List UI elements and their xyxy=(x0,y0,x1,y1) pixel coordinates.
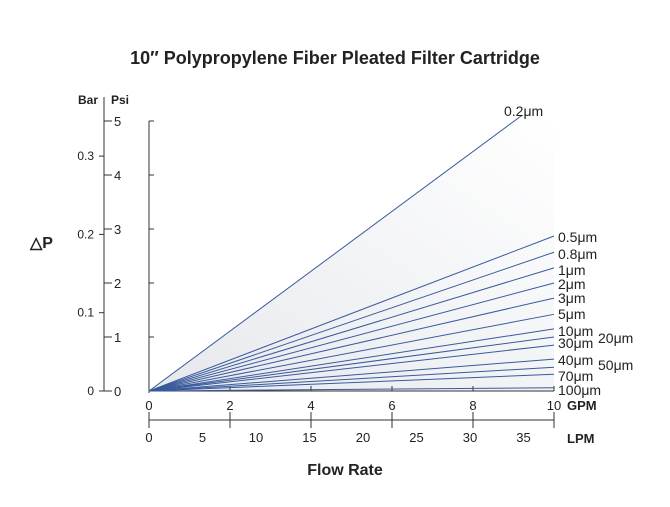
lpm-tick-label: 0 xyxy=(145,430,152,445)
series-line xyxy=(148,297,555,392)
series-line xyxy=(148,366,555,392)
series-label: 5μm xyxy=(558,306,586,322)
series-label: 20μm xyxy=(598,330,633,346)
psi-tick-label: 1 xyxy=(114,330,121,345)
lpm-tick-label: 25 xyxy=(409,430,423,445)
bar-tick-label: 0.3 xyxy=(77,149,94,163)
series-label: 10μm xyxy=(558,323,593,339)
series-label: 0.5μm xyxy=(558,229,597,245)
series-label: 30μm xyxy=(558,335,593,351)
lpm-unit-label: LPM xyxy=(567,431,594,446)
y-axis-title: △P xyxy=(29,235,53,252)
series-line xyxy=(148,373,555,392)
series-line xyxy=(148,251,555,392)
lpm-tick-label: 30 xyxy=(463,430,477,445)
bar-unit-label: Bar xyxy=(78,93,98,107)
series-line xyxy=(148,328,555,392)
gpm-tick-label: 2 xyxy=(226,398,233,413)
gpm-tick-label: 10 xyxy=(547,398,561,413)
lpm-tick-label: 20 xyxy=(356,430,370,445)
psi-tick-label: 0 xyxy=(114,384,121,399)
series-line xyxy=(148,344,555,392)
psi-tick-label: 2 xyxy=(114,276,121,291)
psi-tick-label: 4 xyxy=(114,168,121,183)
series-line xyxy=(148,235,555,392)
lpm-tick-label: 10 xyxy=(249,430,263,445)
psi-tick-label: 5 xyxy=(114,114,121,129)
series-line xyxy=(148,336,555,392)
psi-unit-label: Psi xyxy=(111,93,129,107)
series-label: 2μm xyxy=(558,276,586,292)
bar-tick-label: 0.2 xyxy=(77,227,94,241)
lpm-tick-label: 15 xyxy=(302,430,316,445)
x-axis-title: Flow Rate xyxy=(307,462,383,479)
lpm-tick-label: 5 xyxy=(199,430,206,445)
bar-tick-label: 0 xyxy=(87,384,94,398)
bar-tick-label: 0.1 xyxy=(77,306,94,320)
series-label: 100μm xyxy=(558,382,601,398)
series-label: 0.8μm xyxy=(558,246,597,262)
gpm-tick-label: 4 xyxy=(307,398,314,413)
series-label: 70μm xyxy=(558,368,593,384)
series-label: 40μm xyxy=(558,352,593,368)
chart-title: 10″ Polypropylene Fiber Pleated Filter C… xyxy=(130,48,540,68)
series-line xyxy=(148,313,555,392)
series-line xyxy=(148,282,555,392)
series-line xyxy=(148,267,555,392)
series-label: 1μm xyxy=(558,262,586,278)
series-line xyxy=(148,358,555,392)
series-label: 3μm xyxy=(558,290,586,306)
gpm-tick-label: 6 xyxy=(388,398,395,413)
series-line xyxy=(148,115,522,392)
series-label: 50μm xyxy=(598,357,633,373)
gpm-unit-label: GPM xyxy=(567,398,597,413)
gpm-tick-label: 8 xyxy=(469,398,476,413)
series-label: 0.2μm xyxy=(504,103,543,119)
series-line xyxy=(148,387,555,392)
psi-tick-label: 3 xyxy=(114,222,121,237)
gpm-tick-label: 0 xyxy=(145,398,152,413)
plot-shading xyxy=(149,115,554,391)
lpm-tick-label: 35 xyxy=(516,430,530,445)
